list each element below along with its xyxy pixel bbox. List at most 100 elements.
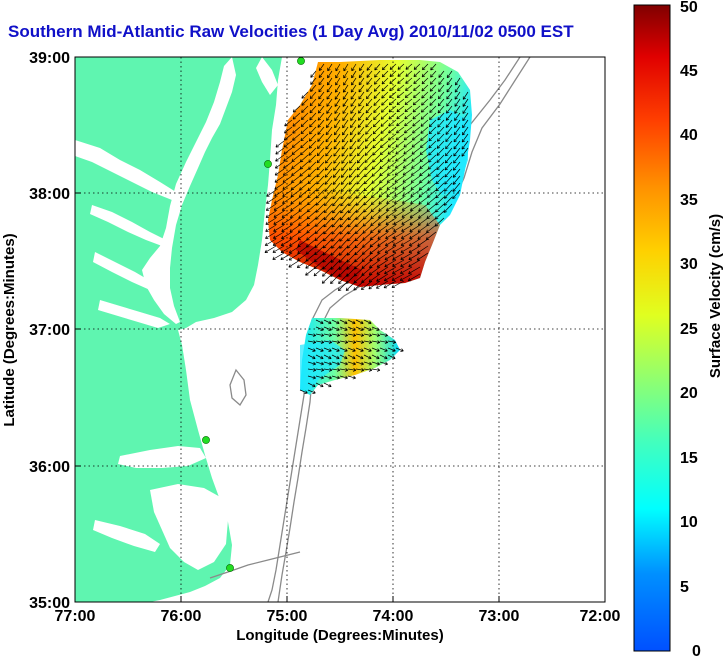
velocity-vector bbox=[363, 175, 373, 185]
velocity-vector bbox=[444, 168, 453, 178]
velocity-vector bbox=[316, 147, 325, 157]
lon-tick-label: 73:00 bbox=[479, 608, 520, 625]
velocity-vector bbox=[274, 189, 285, 197]
velocity-vector bbox=[275, 154, 285, 162]
velocity-vector bbox=[387, 161, 397, 169]
velocity-vector bbox=[392, 238, 405, 246]
velocity-vector bbox=[412, 112, 421, 120]
velocity-vector bbox=[400, 259, 413, 267]
velocity-vector bbox=[430, 63, 437, 71]
velocity-vector bbox=[300, 119, 309, 127]
velocity-vector bbox=[366, 63, 373, 71]
velocity-vector bbox=[335, 70, 341, 79]
velocity-vector bbox=[402, 189, 413, 197]
velocity-vector bbox=[446, 70, 453, 79]
velocity-vector bbox=[289, 217, 301, 226]
velocity-vector bbox=[396, 91, 405, 99]
velocity-vector bbox=[437, 91, 445, 100]
velocity-vector bbox=[315, 319, 324, 325]
velocity-vector bbox=[283, 154, 293, 162]
velocity-vector bbox=[307, 347, 316, 352]
velocity-vector bbox=[355, 203, 365, 213]
velocity-vector bbox=[397, 70, 405, 77]
velocity-vector bbox=[381, 84, 389, 92]
velocity-vector bbox=[387, 133, 397, 141]
velocity-vector bbox=[308, 161, 317, 170]
velocity-vector bbox=[405, 63, 413, 70]
velocity-vector bbox=[421, 77, 429, 85]
velocity-vector bbox=[381, 98, 389, 106]
velocity-vector bbox=[435, 175, 445, 185]
velocity-vector bbox=[355, 354, 364, 360]
velocity-vector bbox=[413, 70, 421, 77]
velocity-vector bbox=[349, 133, 357, 143]
velocity-vector bbox=[428, 133, 437, 142]
velocity-vector bbox=[292, 133, 301, 141]
velocity-vector bbox=[334, 84, 341, 93]
velocity-vector bbox=[341, 133, 349, 143]
velocity-vector bbox=[337, 280, 349, 292]
colorbar bbox=[633, 4, 671, 652]
velocity-vector bbox=[316, 175, 325, 185]
velocity-vector bbox=[365, 112, 373, 121]
velocity-vector bbox=[331, 340, 341, 344]
velocity-vector bbox=[379, 347, 388, 352]
velocity-vector bbox=[386, 182, 397, 190]
velocity-vector bbox=[445, 119, 453, 128]
velocity-vector bbox=[437, 126, 445, 135]
velocity-vector bbox=[340, 182, 349, 193]
velocity-vector bbox=[454, 98, 461, 107]
york-james-rivers bbox=[93, 252, 170, 328]
lat-tick-label: 39:00 bbox=[29, 50, 70, 67]
velocity-vector bbox=[341, 161, 349, 171]
velocity-vector bbox=[427, 168, 437, 177]
velocity-vector bbox=[273, 217, 285, 225]
velocity-vector bbox=[315, 333, 325, 337]
velocity-vector bbox=[343, 63, 349, 72]
velocity-vector bbox=[280, 245, 293, 253]
velocity-vector bbox=[405, 84, 413, 91]
velocity-vector bbox=[403, 147, 413, 155]
velocity-vector bbox=[358, 91, 365, 100]
velocity-vector bbox=[364, 168, 373, 178]
velocity-vector bbox=[332, 168, 341, 178]
velocity-vector bbox=[385, 224, 397, 233]
velocity-vector bbox=[413, 63, 421, 70]
velocity-vector bbox=[453, 140, 461, 150]
velocity-vector bbox=[347, 210, 357, 221]
velocity-vector bbox=[445, 140, 453, 150]
lat-tick-label: 38:00 bbox=[29, 186, 70, 203]
velocity-vector bbox=[315, 189, 325, 199]
velocity-vector bbox=[452, 168, 461, 178]
velocity-vector bbox=[307, 389, 316, 394]
velocity-vector bbox=[445, 133, 453, 143]
velocity-vector bbox=[274, 168, 285, 176]
velocity-vector bbox=[323, 354, 332, 360]
velocity-vector bbox=[396, 119, 405, 127]
velocity-vector bbox=[358, 98, 365, 107]
colorbar-tick-label: 25 bbox=[680, 321, 698, 338]
velocity-vector bbox=[317, 112, 325, 121]
velocity-vector bbox=[378, 196, 389, 205]
velocity-vector bbox=[323, 319, 332, 325]
velocity-vector bbox=[408, 252, 421, 261]
lat-tick-label: 37:00 bbox=[29, 322, 70, 339]
velocity-vector bbox=[363, 368, 373, 372]
velocity-vector bbox=[373, 91, 381, 99]
velocity-vector bbox=[291, 140, 301, 148]
velocity-vector bbox=[316, 168, 325, 178]
velocity-vector bbox=[403, 133, 413, 141]
velocity-vector bbox=[453, 154, 461, 164]
velocity-vector bbox=[409, 217, 421, 226]
velocity-vector bbox=[408, 259, 421, 268]
velocity-vector bbox=[454, 119, 461, 129]
velocity-vector bbox=[384, 245, 397, 254]
velocity-vector bbox=[446, 77, 453, 86]
velocity-vector bbox=[283, 161, 293, 169]
velocity-vector bbox=[355, 319, 364, 325]
velocity-vector bbox=[407, 273, 421, 282]
velocity-vector bbox=[334, 112, 341, 122]
velocity-vector bbox=[331, 326, 340, 331]
velocity-vector bbox=[400, 238, 413, 246]
velocity-vector bbox=[299, 154, 309, 163]
